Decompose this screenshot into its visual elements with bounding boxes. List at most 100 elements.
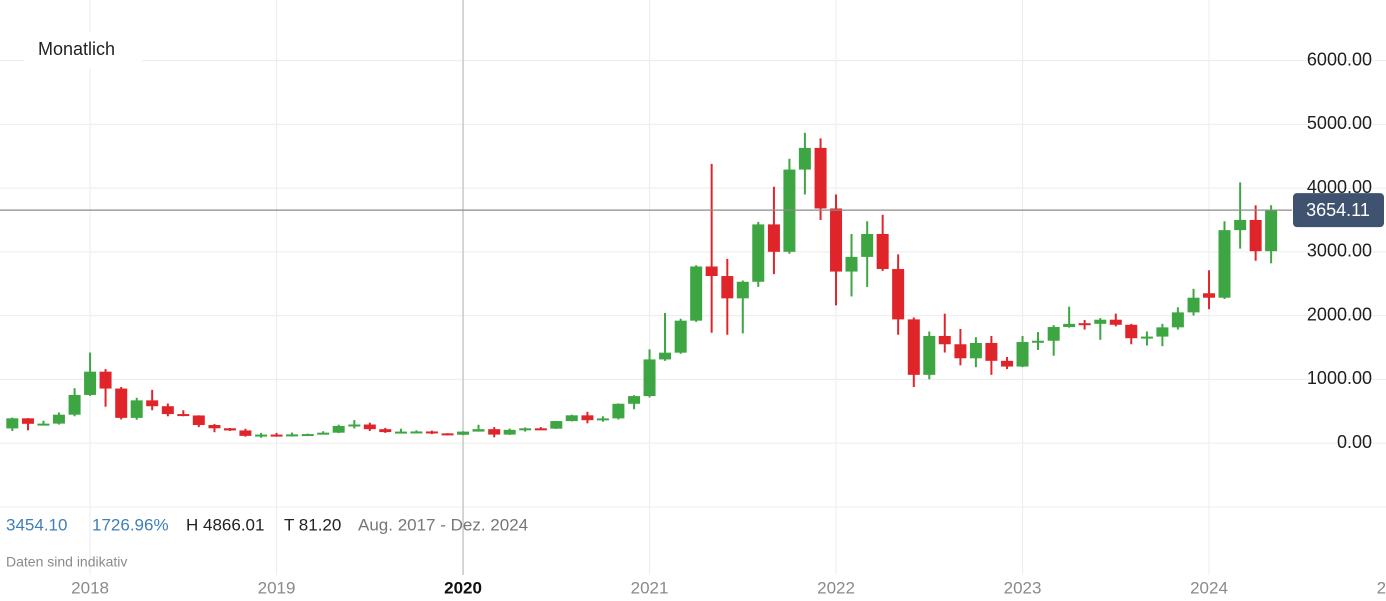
candle-body [923,335,936,375]
candle-body [519,428,532,431]
candle-body [659,352,672,360]
x-tick-label: 2021 [631,578,669,597]
candle-body [892,269,905,320]
candle-body [161,406,174,415]
candle-body [861,233,874,257]
y-tick-label: 6000.00 [1307,49,1372,69]
candle-body [1203,293,1216,298]
candle-body [596,418,609,421]
candle-body [643,359,656,397]
x-tick-label: 2020 [444,578,482,597]
info-change-pct: 1726.96% [92,515,169,534]
candle-body [814,147,827,209]
candle-body [767,224,780,252]
candle-body [938,335,951,345]
candle-body [1094,319,1107,324]
info-low: T 81.20 [284,515,341,534]
candle-body [21,418,34,424]
x-tick-label: 2023 [1004,578,1042,597]
legend-box [24,32,142,68]
candle-body [1171,312,1184,328]
candle-body [1001,360,1014,367]
candle-body [317,432,330,435]
candle-body [907,319,920,375]
candle-body [488,429,501,435]
x-tick-label: 2025 [1377,578,1386,597]
candle-body [410,431,423,434]
y-tick-label: 1000.00 [1307,368,1372,388]
candle-body [690,266,703,321]
candles [6,132,1278,438]
candle-body [798,147,811,170]
candle-body [286,434,299,437]
candle-body [301,434,314,437]
candle-body [239,430,252,436]
candle-body [84,371,97,395]
candle-body [379,429,392,433]
candle-body [534,428,547,431]
candle-body [830,208,843,272]
last-price-badge [1293,193,1384,228]
legend: Monatlich [38,39,115,59]
candle-body [223,428,236,431]
candle-body [845,256,858,272]
candle-body [954,344,967,359]
candle-body [348,424,361,427]
candle-body [130,400,143,418]
y-tick-label: 4000.00 [1307,177,1372,197]
note: Daten sind indikativ [6,554,127,570]
candle-body [550,421,563,429]
candle-body [1218,230,1231,298]
candle-body [68,394,81,415]
candle-body [208,425,221,429]
candle-body [1234,219,1247,231]
candle-body [612,403,625,419]
candle-body [99,371,112,389]
candle-body [1156,327,1169,337]
candle-body [674,320,687,353]
info-change: 3454.10 [6,515,67,534]
candle-body [457,431,470,435]
candle-body [752,224,765,282]
x-tick-label: 2022 [817,578,855,597]
candle-body [6,418,19,429]
candle-body [394,431,407,434]
candle-body [192,415,205,426]
candle-body [255,434,268,437]
candle-body [363,424,376,430]
x-tick-label: 2024 [1190,578,1228,597]
candle-body [1109,319,1122,325]
candle-body [1047,327,1060,341]
last-price-label: 3654.11 [1306,200,1370,220]
candle-body [721,276,734,299]
y-tick-label: 0.00 [1337,432,1372,452]
candle-body [1140,336,1153,339]
x-tick-label: 2019 [258,578,296,597]
candle-body [1078,323,1091,326]
candle-body [503,429,516,435]
candle-body [876,233,889,270]
candle-body [565,415,578,422]
y-tick-label: 3000.00 [1307,241,1372,261]
candle-body [581,415,594,421]
candle-body [177,414,190,417]
candle-body [1032,340,1045,343]
candle-body [425,431,438,434]
candle-body [270,434,283,437]
candle-body [736,281,749,299]
candle-body [332,425,345,433]
candle-body [1125,324,1138,339]
candle-body [115,388,128,418]
y-tick-label: 5000.00 [1307,113,1372,133]
candle-body [146,400,159,407]
candle-body [1249,219,1262,252]
candle-body [1187,297,1200,313]
candle-body [472,429,485,432]
candle-body [969,342,982,359]
candle-body [1265,210,1278,252]
candle-body [705,266,718,277]
candle-body [441,433,454,436]
candle-body [628,396,641,404]
